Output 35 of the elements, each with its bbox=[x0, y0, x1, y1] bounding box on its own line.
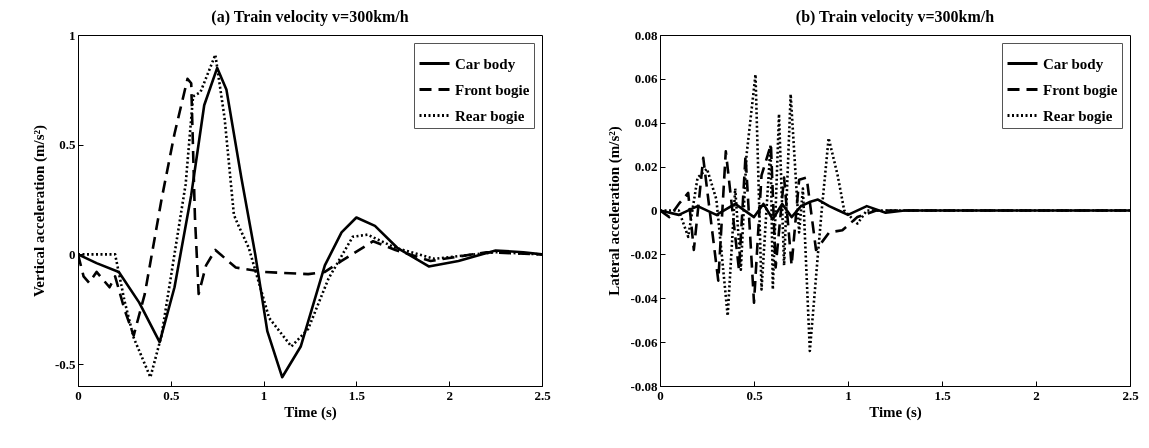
x-tick-label: 1.5 bbox=[934, 387, 952, 403]
y-tick-label: -0.04 bbox=[630, 290, 658, 306]
y-tick-label: -0.02 bbox=[630, 246, 658, 262]
y-tick-label: -0.06 bbox=[630, 334, 658, 350]
x-tick-label: 0.5 bbox=[746, 387, 764, 403]
y-tick-label: -0.5 bbox=[54, 356, 76, 372]
x-axis-title: Time (s) bbox=[284, 403, 337, 421]
x-tick-label: 0.5 bbox=[163, 387, 180, 403]
x-axis-title: Time (s) bbox=[869, 403, 922, 421]
y-axis-title: Lateral acceleration (m/s²) bbox=[606, 126, 624, 296]
x-tick-label: 1.5 bbox=[348, 387, 366, 403]
y-tick-label: 0.04 bbox=[634, 115, 658, 131]
x-tick-label: 2 bbox=[1033, 387, 1040, 403]
legend-label: Car body bbox=[455, 55, 516, 72]
legend-label: Front bogie bbox=[1043, 81, 1118, 98]
y-axis-title: Vertical acceleration (m/s²) bbox=[30, 124, 48, 298]
legend-label: Car body bbox=[1043, 55, 1104, 72]
legend-label: Front bogie bbox=[455, 81, 530, 98]
y-tick-label: 0.02 bbox=[634, 159, 658, 175]
y-tick-label: 0 bbox=[651, 203, 658, 218]
x-tick-label: 2.5 bbox=[1122, 387, 1140, 403]
y-tick-label: 0 bbox=[69, 246, 76, 262]
y-tick-label: 0.08 bbox=[634, 27, 658, 43]
y-tick-label: 1 bbox=[69, 27, 76, 43]
x-tick-label: 2.5 bbox=[534, 387, 552, 403]
chart-title: (b) Train velocity v=300km/h bbox=[795, 8, 995, 26]
x-tick-label: 1 bbox=[260, 387, 268, 403]
x-tick-label: 1 bbox=[845, 387, 852, 403]
y-tick-label: 0.06 bbox=[634, 71, 658, 87]
y-tick-label: 0.5 bbox=[59, 137, 76, 153]
legend-label: Rear bogie bbox=[1043, 107, 1113, 124]
chart-title: (a) Train velocity v=300km/h bbox=[211, 8, 409, 26]
x-tick-label: 2 bbox=[446, 387, 453, 403]
y-tick-label: -0.08 bbox=[630, 378, 658, 394]
legend-label: Rear bogie bbox=[455, 107, 525, 124]
